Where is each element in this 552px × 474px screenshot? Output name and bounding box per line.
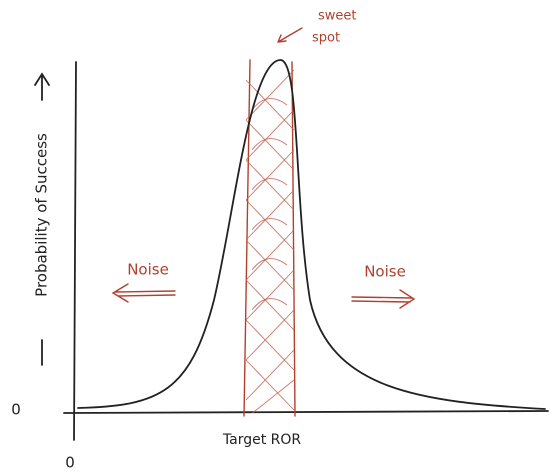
curve [78,60,545,409]
noise-arrow [352,290,414,308]
noise-arrow [113,284,175,302]
annotation-arrow [278,28,302,42]
y-axis [74,62,76,440]
sketch: sweet spot Noise Noise Probability of Su… [0,0,552,474]
y-origin: 0 [11,401,21,419]
noise-label: Noise [364,263,406,281]
annotation-line: spot [312,31,340,46]
noise-label: Noise [127,261,169,279]
y-axis-label: Probability of Success [33,133,51,297]
annotation-line: sweet [318,9,357,24]
x-axis [64,411,548,413]
hatching [246,70,294,415]
x-origin: 0 [65,454,75,472]
x-axis-label: Target ROR [222,432,302,448]
